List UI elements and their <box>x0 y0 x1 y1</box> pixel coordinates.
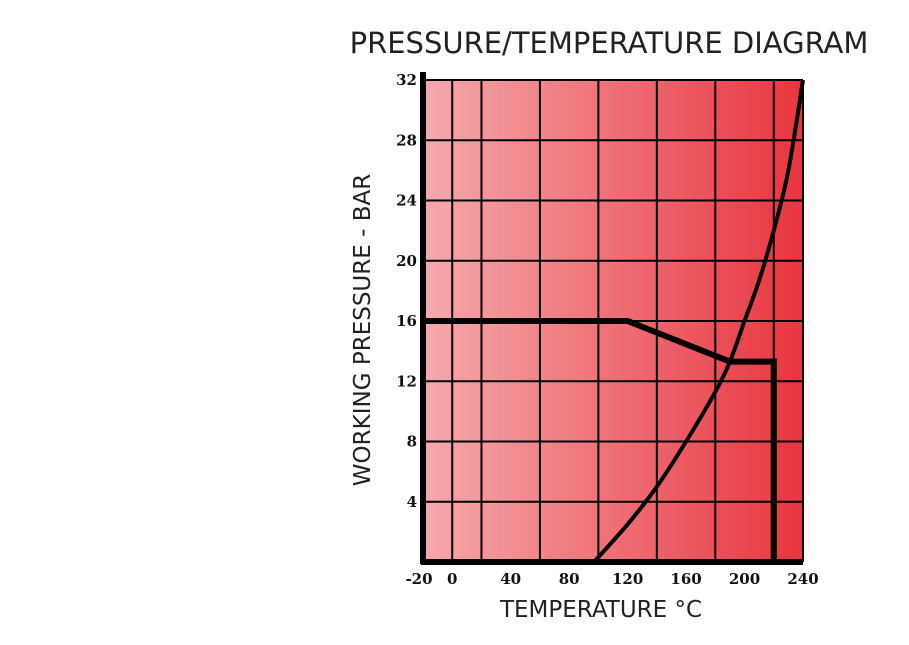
x-axis-title: TEMPERATURE °C <box>499 597 702 623</box>
y-tick-label: 12 <box>396 372 417 390</box>
tick-labels: -20 0 40 80 120 160 200 240 4 8 12 16 20 24 28 32 <box>396 71 819 588</box>
x-tick-label: 80 <box>559 570 580 588</box>
y-tick-label: 24 <box>396 192 417 210</box>
series-lines <box>423 79 805 564</box>
y-tick-label: 28 <box>396 131 417 149</box>
y-tick-label: 20 <box>396 252 417 270</box>
x-tick-label: 200 <box>729 570 760 588</box>
y-axis-title: WORKING PRESSURE - BAR <box>350 174 376 486</box>
y-tick-label: 16 <box>396 312 417 330</box>
x-tick-label: -20 <box>405 570 432 588</box>
saturation-curve <box>592 79 805 564</box>
x-tick-label: 240 <box>787 570 818 588</box>
y-tick-label: 32 <box>396 71 417 89</box>
x-tick-label: 0 <box>447 570 457 588</box>
x-tick-label: 160 <box>670 570 701 588</box>
x-tick-label: 40 <box>500 570 521 588</box>
x-tick-label: 120 <box>612 570 643 588</box>
y-tick-label: 4 <box>407 493 417 511</box>
axes <box>420 72 803 565</box>
chart-title: PRESSURE/TEMPERATURE DIAGRAM <box>350 26 869 60</box>
y-tick-label: 8 <box>407 433 417 451</box>
